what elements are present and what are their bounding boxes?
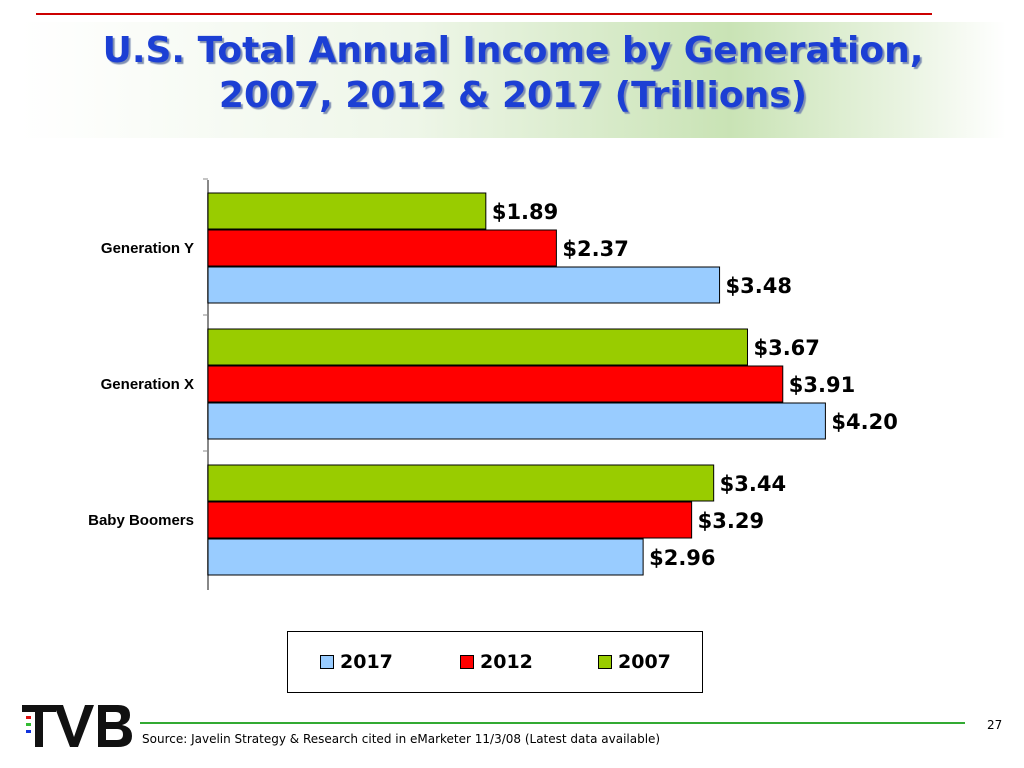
category-label: Generation X xyxy=(101,376,194,393)
top-accent-rule xyxy=(36,13,932,15)
title-band xyxy=(20,22,1006,138)
page-number: 27 xyxy=(987,718,1003,732)
title-line-2: 2007, 2012 & 2017 (Trillions) xyxy=(218,75,808,116)
legend-item-2017: 2017 xyxy=(320,651,393,673)
legend-item-2007: 2007 xyxy=(598,651,671,673)
footer-rule xyxy=(140,722,965,724)
data-label: $2.96 xyxy=(649,546,715,570)
bar-2007 xyxy=(207,192,487,230)
data-label: $3.44 xyxy=(720,472,786,496)
data-label: $4.20 xyxy=(831,410,897,434)
legend-label-2012: 2012 xyxy=(480,651,533,673)
bar-2012 xyxy=(207,365,784,403)
data-label: $3.67 xyxy=(753,336,819,360)
category-label: Generation Y xyxy=(101,240,194,257)
bar-2017 xyxy=(207,266,721,304)
legend-swatch-2012 xyxy=(460,655,474,669)
legend-label-2017: 2017 xyxy=(340,651,393,673)
data-label: $1.89 xyxy=(492,200,558,224)
legend-swatch-2007 xyxy=(598,655,612,669)
data-label: $3.91 xyxy=(789,373,855,397)
data-label: $3.48 xyxy=(726,274,792,298)
legend-item-2012: 2012 xyxy=(460,651,533,673)
bar-2017 xyxy=(207,538,644,576)
bar-2007 xyxy=(207,328,748,366)
chart-legend: 2017 2012 2007 xyxy=(287,631,703,693)
title-line-1: U.S. Total Annual Income by Generation, xyxy=(102,30,924,71)
data-label: $2.37 xyxy=(562,237,628,261)
slide-title: U.S. Total Annual Income by Generation, … xyxy=(20,28,1006,118)
bar-2017 xyxy=(207,402,826,440)
category-label: Baby Boomers xyxy=(88,512,194,529)
bar-chart: Generation Y $1.89$2.37 $3.48 Generation X $… xyxy=(88,178,898,590)
legend-label-2007: 2007 xyxy=(618,651,671,673)
bar-2007 xyxy=(207,464,715,502)
data-label: $3.29 xyxy=(698,509,764,533)
bar-2012 xyxy=(207,501,693,539)
bar-2012 xyxy=(207,229,557,267)
legend-swatch-2017 xyxy=(320,655,334,669)
tvb-logo xyxy=(22,705,132,747)
source-note: Source: Javelin Strategy & Research cite… xyxy=(142,732,661,746)
